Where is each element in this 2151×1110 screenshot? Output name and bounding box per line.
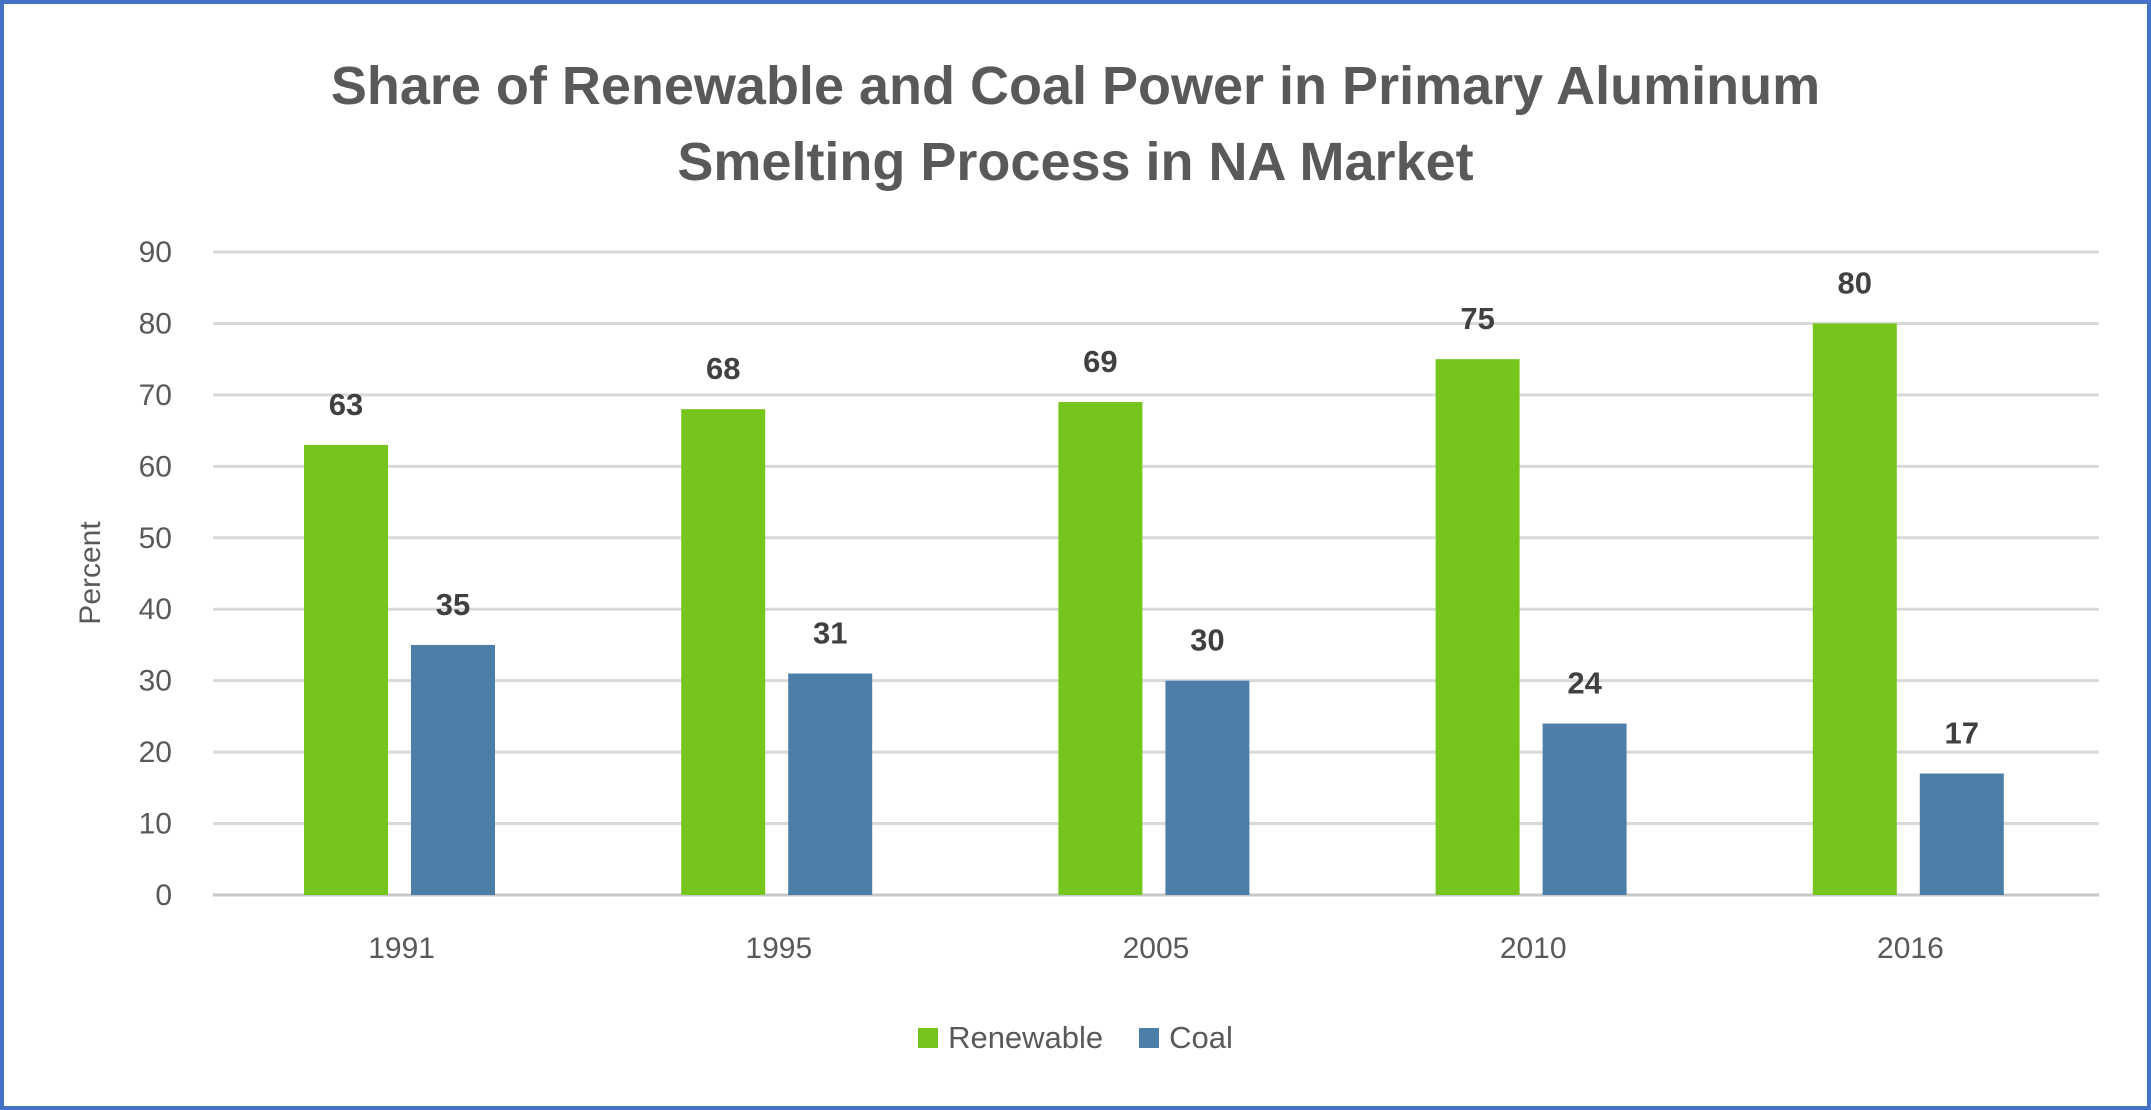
y-tick-label: 90 (139, 236, 172, 269)
chart-title-line-1: Share of Renewable and Coal Power in Pri… (330, 56, 1821, 116)
y-tick-label: 80 (139, 307, 172, 340)
bar-renewable-2005[interactable] (1058, 402, 1143, 895)
legend-item-coal[interactable]: Coal (1139, 1020, 1233, 1056)
x-tick-label: 2005 (1123, 932, 1190, 965)
bar-renewable-1995[interactable] (681, 409, 766, 895)
x-tick-label: 2010 (1500, 932, 1567, 965)
y-tick-label: 40 (139, 593, 172, 626)
bar-coal-1995[interactable] (788, 673, 873, 895)
bar-renewable-1991[interactable] (304, 444, 388, 895)
y-tick-label: 0 (155, 879, 172, 912)
legend-swatch-coal (1139, 1028, 1160, 1048)
legend-swatch-renewable (918, 1028, 939, 1048)
legend-item-renewable[interactable]: Renewable (918, 1020, 1103, 1056)
y-axis-label: Percent (74, 521, 107, 625)
y-tick-label: 30 (139, 665, 172, 698)
data-label-coal-2005: 30 (1190, 623, 1224, 658)
y-tick-label: 60 (139, 450, 172, 483)
data-label-coal-1995: 31 (813, 616, 847, 651)
bar-coal-1991[interactable] (411, 644, 495, 895)
data-label-coal-2010: 24 (1567, 666, 1602, 701)
data-label-renewable-1991: 63 (329, 387, 363, 422)
y-tick-label: 20 (139, 736, 172, 769)
chart-title-line-2: Smelting Process in NA Market (677, 132, 1474, 192)
chart-title: Share of Renewable and Coal Power in Pri… (0, 48, 2151, 200)
data-label-renewable-1995: 68 (706, 351, 740, 386)
data-label-renewable-2010: 75 (1460, 301, 1494, 336)
y-tick-label: 50 (139, 522, 172, 555)
legend-label-renewable: Renewable (948, 1020, 1104, 1055)
data-label-renewable-2016: 80 (1838, 265, 1872, 300)
x-tick-label: 2016 (1877, 932, 1944, 965)
data-label-coal-1991: 35 (436, 587, 470, 622)
data-label-coal-2016: 17 (1945, 716, 1979, 751)
bar-renewable-2010[interactable] (1435, 359, 1520, 896)
bar-coal-2010[interactable] (1542, 723, 1627, 895)
data-label-renewable-2005: 69 (1083, 344, 1117, 379)
bar-coal-2005[interactable] (1165, 680, 1250, 895)
bar-renewable-2016[interactable] (1812, 323, 1897, 895)
legend-label-coal: Coal (1169, 1020, 1233, 1055)
x-tick-label: 1991 (368, 932, 435, 965)
y-tick-label: 10 (139, 808, 172, 841)
bar-coal-2016[interactable] (1919, 773, 2004, 895)
x-tick-label: 1995 (745, 932, 812, 965)
legend: Renewable Coal (0, 1020, 2151, 1056)
y-tick-label: 70 (139, 379, 172, 412)
